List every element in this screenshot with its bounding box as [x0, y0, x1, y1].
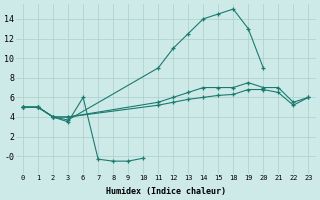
X-axis label: Humidex (Indice chaleur): Humidex (Indice chaleur) [106, 187, 226, 196]
